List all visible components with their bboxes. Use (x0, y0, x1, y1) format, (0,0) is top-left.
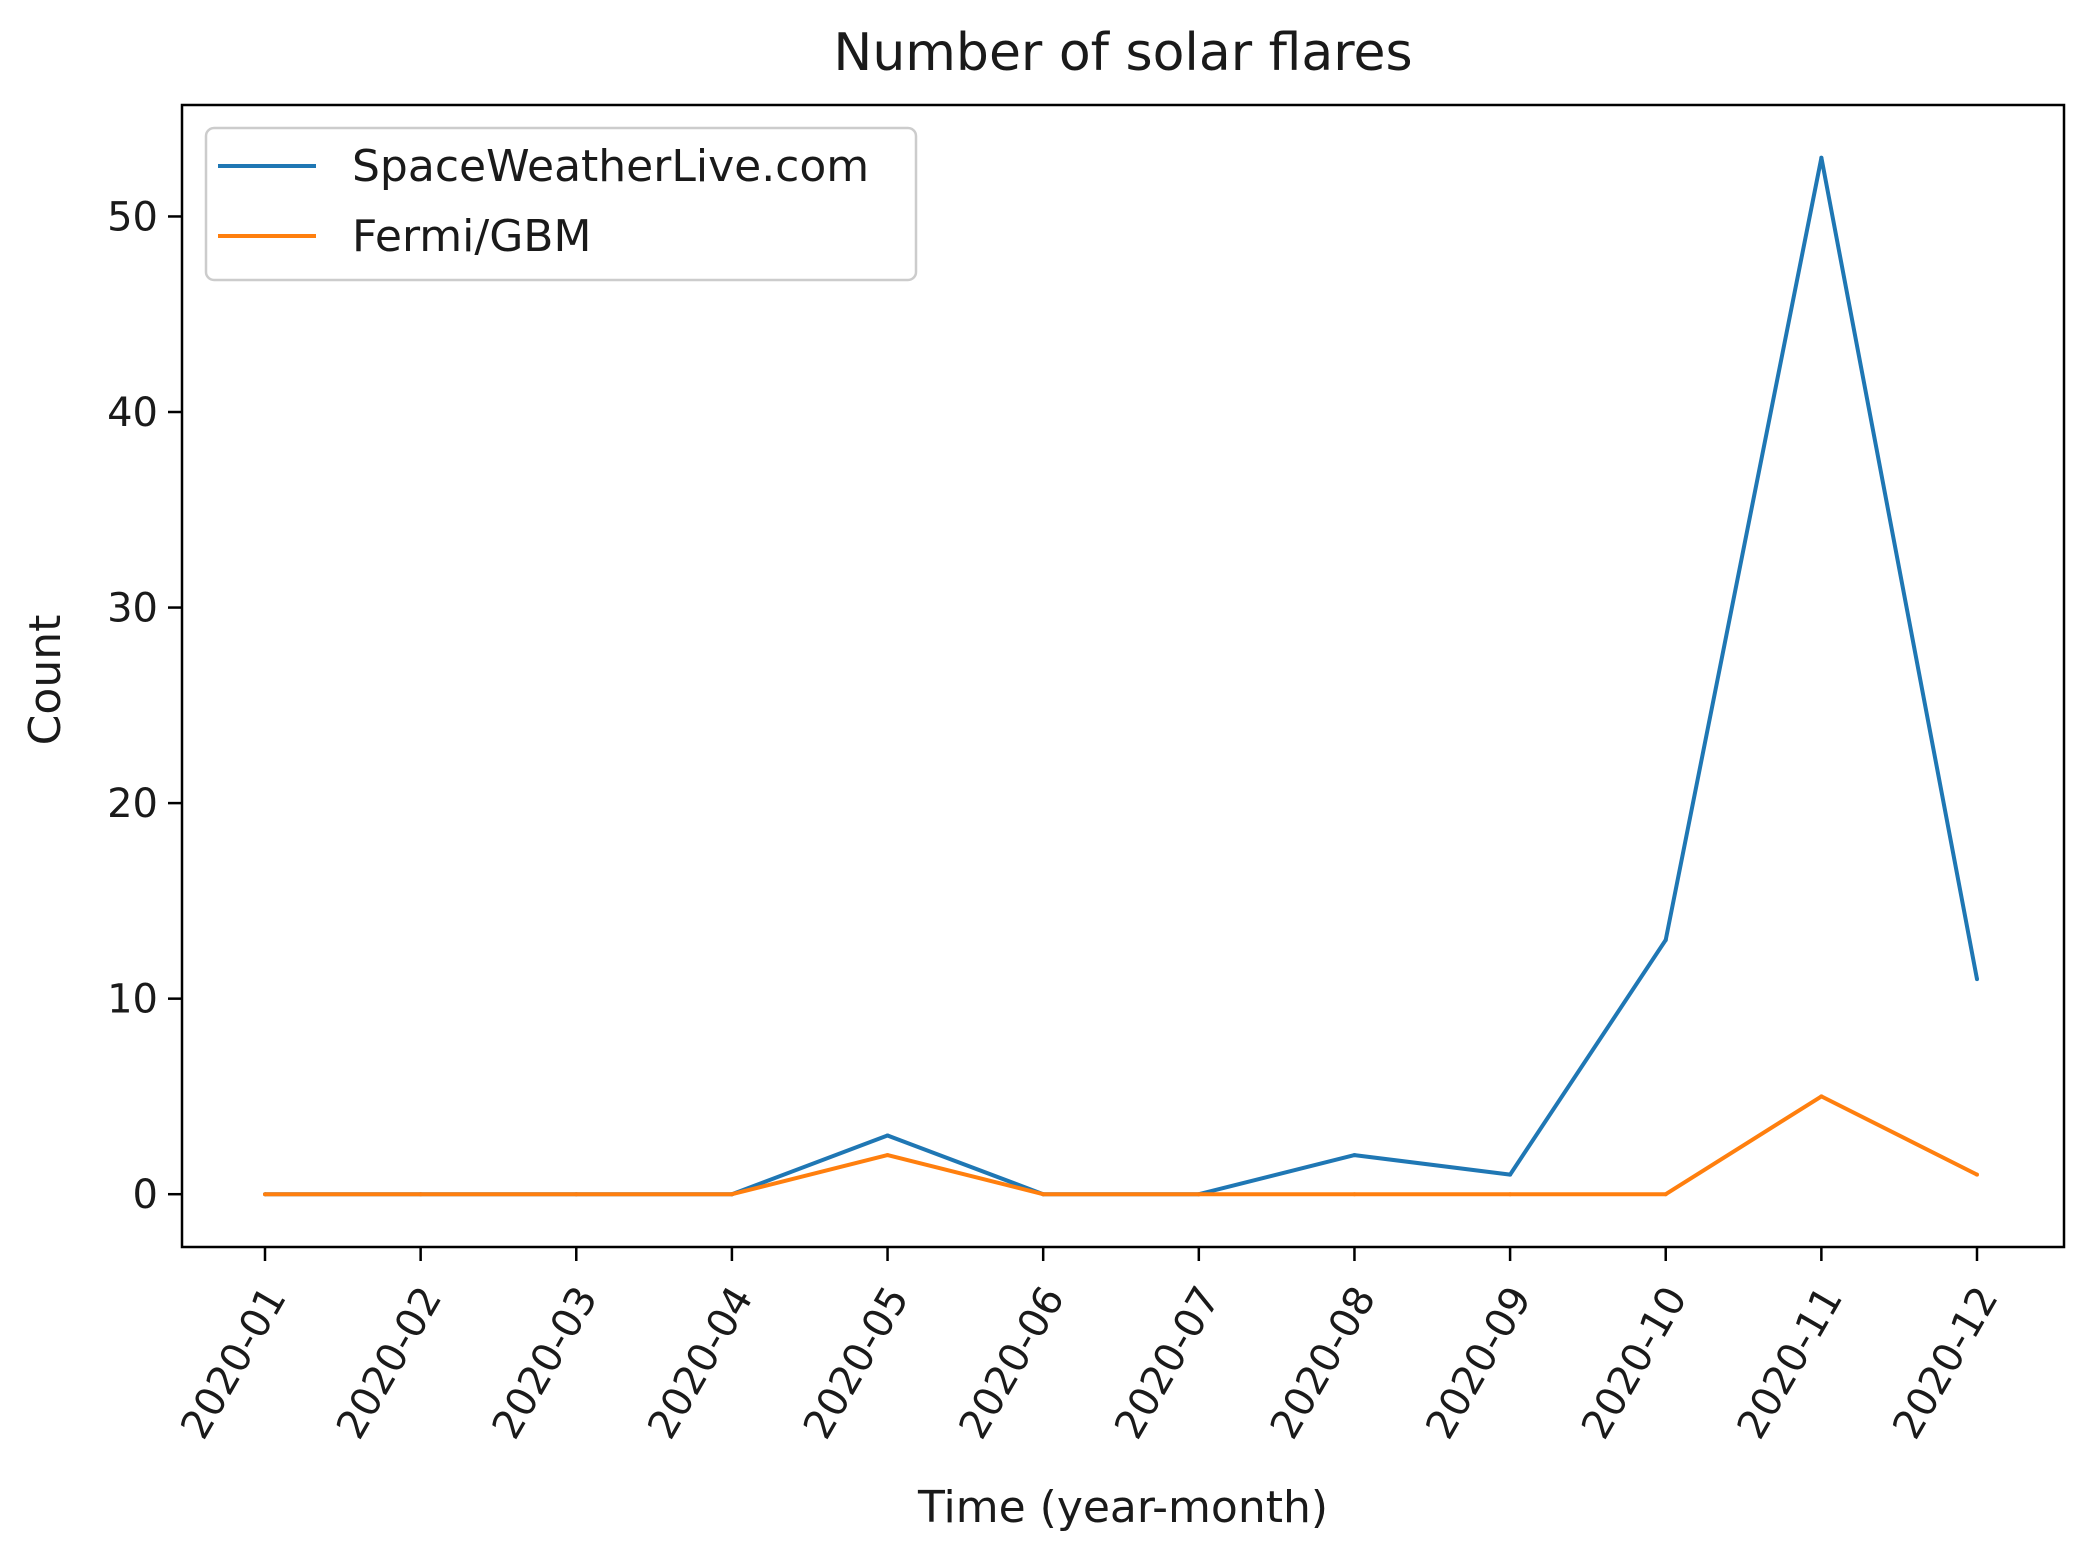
x-tick-label: 2020-10 (1573, 1279, 1696, 1447)
y-tick-label: 40 (107, 390, 158, 436)
x-tick-label: 2020-02 (328, 1279, 451, 1447)
legend-box (204, 126, 918, 282)
data-point-fermi-gbm (1975, 1172, 1979, 1177)
x-tick-label: 2020-03 (484, 1279, 607, 1447)
series-line-fermi-gbm (265, 1094, 1978, 1197)
y-tick-label: 30 (107, 586, 158, 632)
data-point-fermi-gbm (263, 1192, 267, 1197)
y-tick-label: 10 (107, 977, 158, 1023)
data-point-spaceweatherlive-com (885, 1133, 890, 1138)
series-line-spaceweatherlive-com (265, 155, 1979, 1197)
data-point-fermi-gbm (1196, 1192, 1201, 1197)
y-tick-label: 20 (107, 781, 158, 827)
x-tick-label: 2020-06 (950, 1279, 1073, 1447)
y-tick-label: 0 (133, 1172, 158, 1218)
y-axis-label: Count (20, 615, 71, 746)
y-tick-label: 50 (107, 194, 158, 240)
legend-label-spaceweatherlive-com: SpaceWeatherLive.com (352, 141, 869, 192)
x-tick-label: 2020-01 (172, 1279, 295, 1447)
data-point-fermi-gbm (1508, 1192, 1513, 1197)
data-point-fermi-gbm (574, 1192, 579, 1197)
x-tick-label: 2020-08 (1262, 1279, 1385, 1447)
data-point-fermi-gbm (1819, 1094, 1824, 1099)
data-point-fermi-gbm (729, 1192, 734, 1197)
data-point-fermi-gbm (1663, 1192, 1668, 1197)
data-point-spaceweatherlive-com (1508, 1172, 1513, 1177)
chart-title: Number of solar flares (833, 23, 1412, 83)
data-point-fermi-gbm (885, 1153, 890, 1158)
data-point-spaceweatherlive-com (1819, 155, 1824, 160)
data-point-fermi-gbm (418, 1192, 423, 1197)
x-tick-label: 2020-04 (639, 1279, 762, 1447)
plot-frame (180, 103, 2066, 1249)
data-point-fermi-gbm (1352, 1192, 1357, 1197)
legend-label-fermi-gbm: Fermi/GBM (352, 211, 591, 262)
x-tick-label: 2020-12 (1884, 1279, 2007, 1447)
x-tick-label: 2020-05 (795, 1279, 918, 1447)
x-tick-label: 2020-07 (1106, 1279, 1229, 1447)
data-point-fermi-gbm (1041, 1192, 1046, 1197)
x-axis-label: Time (year-month) (917, 1482, 1328, 1533)
data-point-spaceweatherlive-com (1352, 1153, 1357, 1158)
x-tick-label: 2020-11 (1729, 1279, 1852, 1447)
x-tick-label: 2020-09 (1417, 1279, 1540, 1447)
data-point-spaceweatherlive-com (1663, 937, 1668, 942)
data-point-spaceweatherlive-com (1975, 977, 1979, 982)
